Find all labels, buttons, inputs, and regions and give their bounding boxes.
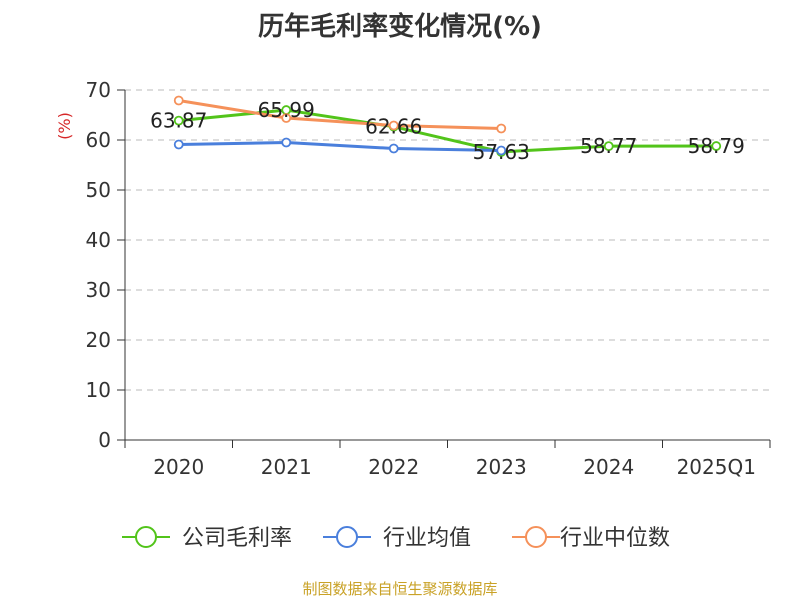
legend-marker bbox=[135, 526, 157, 548]
gridlines bbox=[125, 89, 770, 391]
chart-title: 历年毛利率变化情况(%) bbox=[258, 11, 542, 42]
data-point bbox=[496, 145, 507, 156]
data-point bbox=[603, 141, 614, 152]
legend-marker bbox=[336, 526, 358, 548]
y-tick-label: 20 bbox=[86, 328, 111, 352]
x-tick-label: 2022 bbox=[368, 455, 419, 479]
y-tick-label: 0 bbox=[98, 428, 111, 452]
y-tick-label: 70 bbox=[86, 78, 111, 102]
series-line bbox=[178, 141, 502, 152]
series-layer bbox=[173, 95, 722, 157]
y-tick-label: 30 bbox=[86, 278, 111, 302]
data-point bbox=[496, 123, 507, 134]
legend-label: 行业中位数 bbox=[560, 526, 670, 551]
series-line bbox=[178, 99, 502, 130]
y-tick-label: 40 bbox=[86, 228, 111, 252]
data-labels: 63.87 65.99 62.66 57.63 58.77 58.79 bbox=[150, 98, 745, 164]
legend-item[interactable]: 行业中位数 bbox=[512, 526, 670, 551]
data-point bbox=[173, 95, 184, 106]
data-point bbox=[281, 113, 292, 123]
x-tick-label: 2023 bbox=[476, 455, 527, 479]
data-point bbox=[173, 139, 184, 150]
data-label: 65.99 bbox=[258, 98, 315, 122]
data-point bbox=[388, 120, 399, 131]
axes: 0 10 20 30 40 50 60 70 2020 2021 2022 2023 2024 2025Q… bbox=[86, 78, 771, 479]
legend-marker bbox=[525, 526, 547, 548]
series-line bbox=[178, 108, 717, 154]
data-point bbox=[388, 143, 399, 154]
x-tick-label: 2024 bbox=[583, 455, 634, 479]
y-tick-label: 10 bbox=[86, 378, 111, 402]
legend-item[interactable]: 行业均值 bbox=[323, 526, 471, 551]
legend-item[interactable]: 公司毛利率 bbox=[122, 526, 292, 551]
source-note: 制图数据来自恒生聚源数据库 bbox=[302, 580, 497, 598]
data-label: 63.87 bbox=[150, 109, 207, 133]
data-label: 62.66 bbox=[365, 115, 422, 139]
x-tick-label: 2020 bbox=[153, 455, 204, 479]
x-tick-label: 2021 bbox=[261, 455, 312, 479]
y-tick-label: 60 bbox=[86, 128, 111, 152]
x-tick-label: 2025Q1 bbox=[677, 455, 756, 479]
data-point bbox=[173, 115, 184, 126]
legend-label: 行业均值 bbox=[383, 526, 471, 551]
data-label: 58.77 bbox=[580, 134, 637, 158]
legend[interactable]: 公司毛利率 行业均值 行业中位数 bbox=[122, 526, 670, 551]
data-label: 57.63 bbox=[473, 140, 530, 164]
y-tick-label: 50 bbox=[86, 178, 111, 202]
legend-label: 公司毛利率 bbox=[182, 526, 292, 551]
y-axis-label: (%) bbox=[55, 112, 74, 140]
data-label: 58.79 bbox=[688, 134, 745, 158]
data-point bbox=[281, 137, 292, 148]
data-point bbox=[711, 141, 722, 151]
